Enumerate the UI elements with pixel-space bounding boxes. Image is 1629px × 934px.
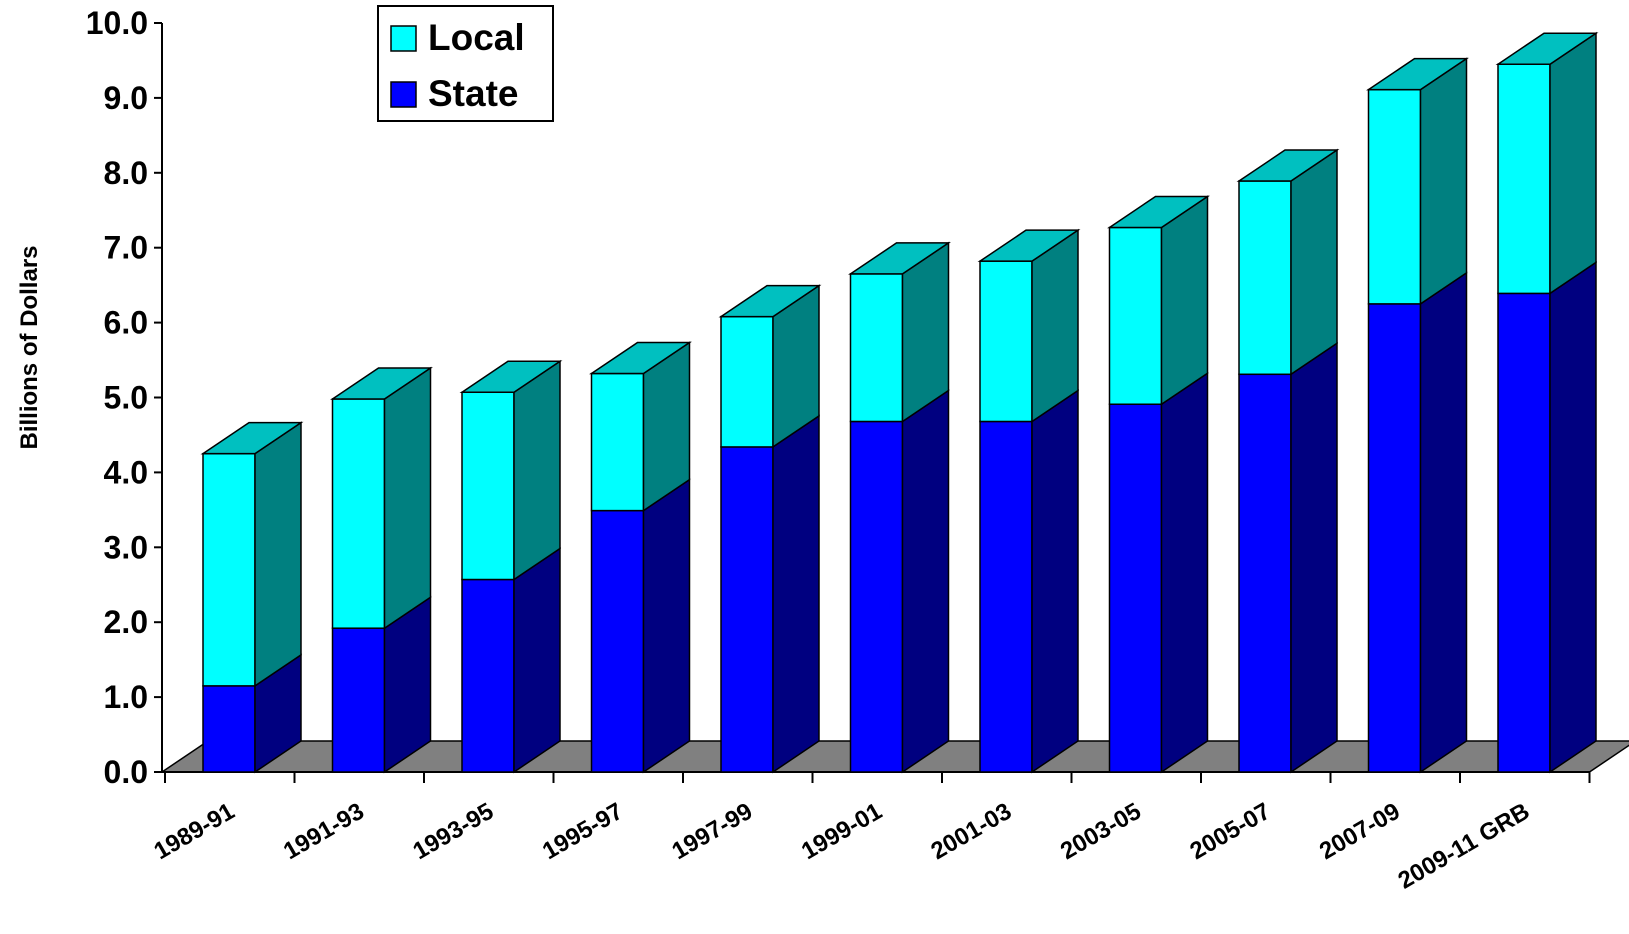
y-tick-label: 3.0 xyxy=(104,529,148,565)
x-tick-label: 1989-91 xyxy=(149,798,239,865)
bar-segment-state xyxy=(461,578,515,773)
bar-group xyxy=(1366,57,1469,774)
bar-top xyxy=(589,341,692,375)
y-tick-label: 1.0 xyxy=(104,679,148,715)
bar-segment-state xyxy=(1497,292,1551,773)
bar-group xyxy=(718,284,822,774)
bar-segment-local xyxy=(331,398,386,629)
x-tick-label: 2003-05 xyxy=(1056,798,1146,865)
bar-top xyxy=(848,242,951,275)
bar-side-state xyxy=(1031,389,1079,774)
bar-top xyxy=(200,421,304,455)
bar-segment-state xyxy=(1367,303,1422,773)
bar-top xyxy=(1495,32,1599,65)
bar-group xyxy=(459,359,563,774)
bar-segment-local xyxy=(461,391,515,581)
y-axis-title: Billions of Dollars xyxy=(16,245,43,449)
x-tick-label: 1995-97 xyxy=(538,798,628,865)
y-tick-label: 0.0 xyxy=(104,754,148,790)
y-tick-label: 6.0 xyxy=(104,305,148,341)
legend-swatch-state xyxy=(390,81,417,108)
bar-segment-state xyxy=(979,420,1033,773)
x-tick-label: 1993-95 xyxy=(408,798,498,865)
bar-group xyxy=(589,341,692,774)
bar-top xyxy=(1366,57,1469,91)
bar-segment-local xyxy=(1238,180,1292,376)
bar-side-state xyxy=(1290,341,1338,774)
bar-side-state xyxy=(513,547,561,774)
bar-segment-local xyxy=(202,452,256,687)
bar-side-local xyxy=(513,359,561,581)
bar-group xyxy=(330,366,433,774)
bar-segment-local xyxy=(1367,88,1422,305)
bar-side-state xyxy=(1549,260,1597,774)
bar-top xyxy=(977,229,1081,262)
bar-side-state xyxy=(901,389,950,774)
y-tick-label: 2.0 xyxy=(104,604,148,640)
bar-segment-state xyxy=(331,627,386,773)
bar-group xyxy=(1495,31,1599,774)
bar-group xyxy=(1236,148,1340,774)
x-tick-label: 2007-09 xyxy=(1315,798,1405,865)
bar-segment-local xyxy=(1108,226,1163,405)
bar-side-local xyxy=(254,421,302,688)
bar-segment-state xyxy=(720,446,774,773)
x-tick-label: 2009-11 GRB xyxy=(1394,798,1535,895)
y-tick-label: 4.0 xyxy=(104,454,148,490)
legend-swatch-local xyxy=(390,25,417,52)
bar-side-local xyxy=(1419,57,1468,306)
bar-segment-local xyxy=(979,260,1033,423)
bar-segment-state xyxy=(202,685,256,773)
bar-group xyxy=(977,228,1081,774)
bar-segment-local xyxy=(1497,63,1551,295)
x-tick-label: 1991-93 xyxy=(279,798,369,865)
bar-side-state xyxy=(1419,271,1468,774)
bar-segment-local xyxy=(590,372,645,512)
bar-side-local xyxy=(1549,31,1597,295)
bar-side-local xyxy=(1031,228,1079,423)
x-tick-label: 2001-03 xyxy=(926,798,1016,865)
bar-top xyxy=(1236,149,1340,182)
bar-group xyxy=(200,421,304,774)
x-tick-label: 1997-99 xyxy=(667,798,757,865)
bar-top xyxy=(1107,195,1210,229)
y-tick-label: 5.0 xyxy=(104,380,148,416)
bar-segment-local xyxy=(720,315,774,448)
bar-top xyxy=(459,360,563,394)
bar-segment-local xyxy=(849,273,904,423)
bar-segment-state xyxy=(1108,403,1163,773)
x-tick-label: 2005-07 xyxy=(1185,798,1275,865)
bar-segment-state xyxy=(590,509,645,773)
bar-side-state xyxy=(642,478,691,774)
bar-segment-state xyxy=(849,420,904,773)
x-tick-label: 1999-01 xyxy=(797,798,887,865)
bar-side-state xyxy=(1160,371,1209,774)
legend-label-state: State xyxy=(428,73,518,114)
bar-segment-state xyxy=(1238,373,1292,773)
y-tick-label: 8.0 xyxy=(104,155,148,191)
y-tick-label: 9.0 xyxy=(104,80,148,116)
bar-top xyxy=(718,284,822,318)
legend-label-local: Local xyxy=(428,17,525,58)
bar-top xyxy=(330,367,433,400)
bar-side-local xyxy=(1290,148,1338,376)
bar-side-local xyxy=(383,366,432,630)
bar-group xyxy=(848,241,951,774)
bar-group xyxy=(1107,195,1210,774)
y-tick-label: 7.0 xyxy=(104,230,148,266)
y-tick-label: 10.0 xyxy=(86,5,148,41)
bar-side-state xyxy=(772,414,820,774)
bar-side-local xyxy=(1160,195,1209,406)
